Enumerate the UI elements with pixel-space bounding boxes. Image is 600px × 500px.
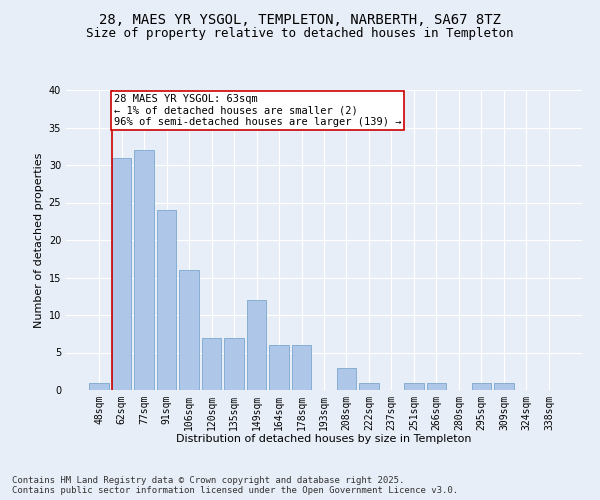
Bar — [89, 382, 109, 390]
Bar — [427, 382, 446, 390]
X-axis label: Distribution of detached houses by size in Templeton: Distribution of detached houses by size … — [176, 434, 472, 444]
Bar — [269, 345, 289, 390]
Bar — [179, 270, 199, 390]
Bar — [292, 345, 311, 390]
Bar — [404, 382, 424, 390]
Bar — [494, 382, 514, 390]
Bar — [202, 338, 221, 390]
Bar — [337, 368, 356, 390]
Text: Contains HM Land Registry data © Crown copyright and database right 2025.
Contai: Contains HM Land Registry data © Crown c… — [12, 476, 458, 495]
Bar — [224, 338, 244, 390]
Bar — [157, 210, 176, 390]
Bar — [359, 382, 379, 390]
Text: 28 MAES YR YSGOL: 63sqm
← 1% of detached houses are smaller (2)
96% of semi-deta: 28 MAES YR YSGOL: 63sqm ← 1% of detached… — [113, 94, 401, 127]
Text: 28, MAES YR YSGOL, TEMPLETON, NARBERTH, SA67 8TZ: 28, MAES YR YSGOL, TEMPLETON, NARBERTH, … — [99, 12, 501, 26]
Y-axis label: Number of detached properties: Number of detached properties — [34, 152, 44, 328]
Bar — [472, 382, 491, 390]
Text: Size of property relative to detached houses in Templeton: Size of property relative to detached ho… — [86, 28, 514, 40]
Bar — [247, 300, 266, 390]
Bar — [112, 158, 131, 390]
Bar — [134, 150, 154, 390]
